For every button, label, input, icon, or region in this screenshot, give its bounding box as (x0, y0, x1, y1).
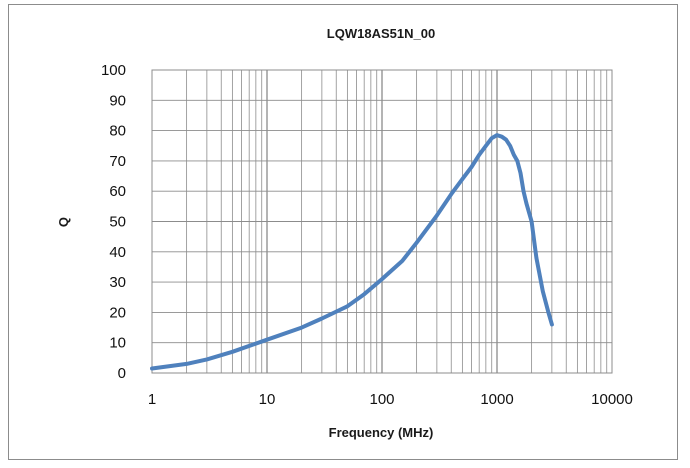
x-tick-label: 1000 (480, 391, 513, 408)
chart-title: LQW18AS51N_00 (327, 26, 435, 41)
x-tick-label: 1 (148, 391, 156, 408)
y-tick-label: 60 (109, 183, 126, 200)
y-tick-label: 100 (101, 62, 126, 79)
x-tick-label: 10 (259, 391, 276, 408)
y-tick-label: 20 (109, 304, 126, 321)
y-tick-label: 90 (109, 92, 126, 109)
y-tick-label: 80 (109, 123, 126, 140)
x-tick-labels: 1 10 100 1000 10000 (148, 391, 633, 408)
y-tick-label: 40 (109, 244, 126, 261)
y-axis-label: Q (56, 217, 71, 227)
y-tick-label: 0 (118, 365, 126, 382)
y-tick-label: 30 (109, 274, 126, 291)
x-tick-label: 10000 (591, 391, 633, 408)
y-tick-labels: 0 10 20 30 40 50 60 70 80 90 100 (101, 62, 126, 382)
q-curve (150, 133, 554, 371)
plot-area-border (151, 69, 613, 374)
x-axis-label: Frequency (MHz) (329, 425, 434, 440)
y-tick-label: 10 (109, 335, 126, 352)
grid-lines (152, 70, 612, 373)
y-tick-label: 50 (109, 214, 126, 231)
y-tick-label: 70 (109, 153, 126, 170)
x-tick-label: 100 (369, 391, 394, 408)
